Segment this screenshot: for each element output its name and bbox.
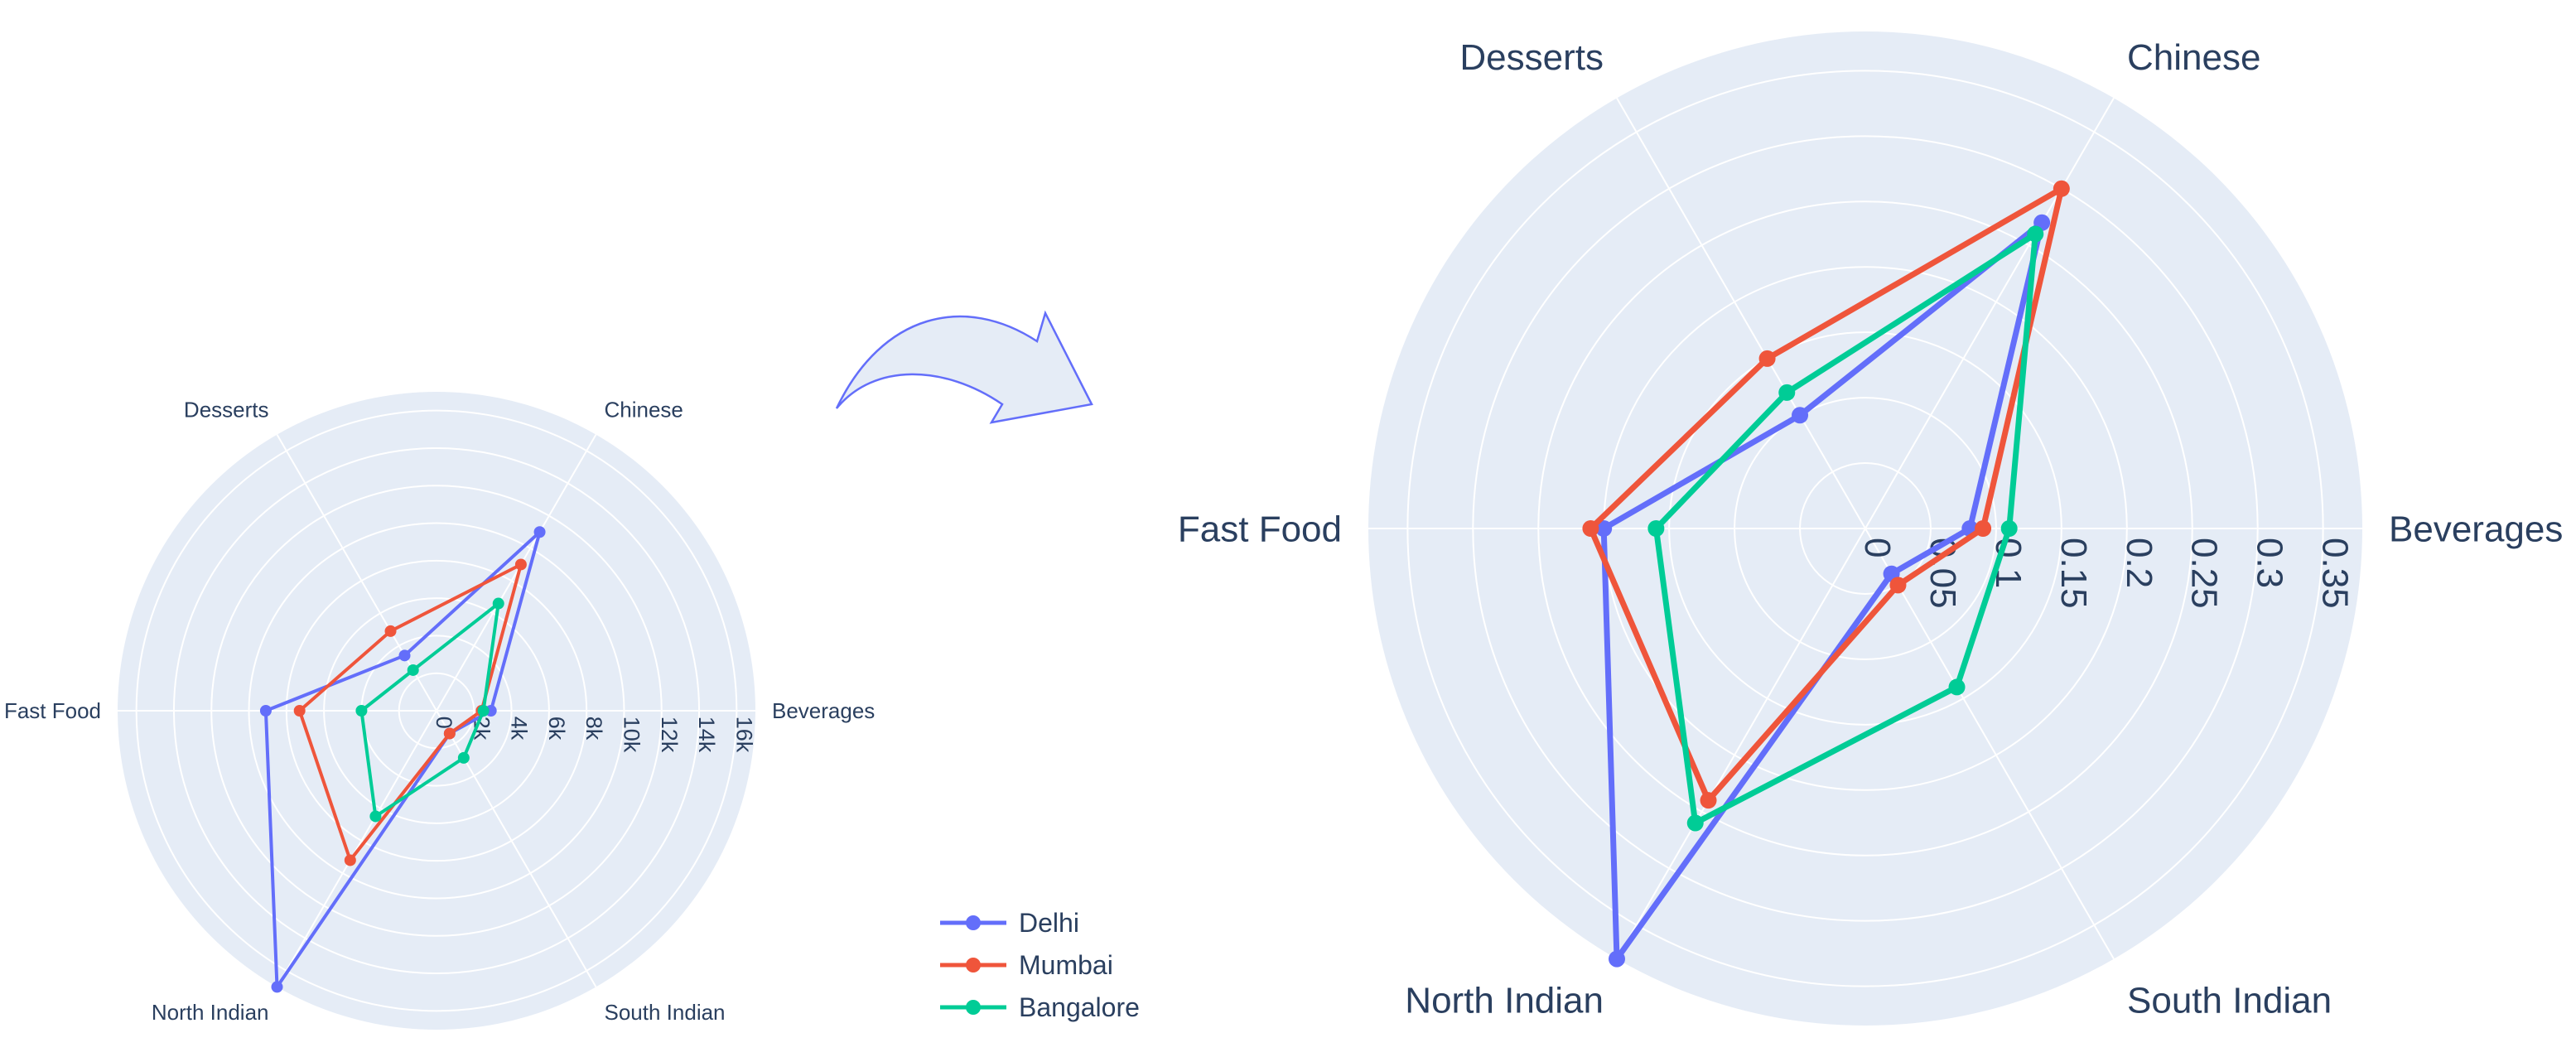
radial-tick-label: 6k: [544, 717, 569, 741]
data-point-bangalore-desserts: [1778, 384, 1796, 401]
data-point-mumbai-chinese: [514, 558, 527, 571]
data-point-bangalore-south-indian: [1948, 678, 1966, 696]
data-point-mumbai-fast-food: [293, 705, 306, 717]
category-label-fast-food: Fast Food: [1178, 509, 1342, 549]
legend-label-bangalore: Bangalore: [1019, 992, 1140, 1022]
angular-gridline: [276, 434, 437, 712]
data-point-delhi-fast-food: [259, 705, 272, 717]
angular-gridline: [1616, 528, 1866, 960]
radial-tick-label: 14k: [694, 717, 719, 753]
data-point-delhi-north-indian: [1609, 950, 1625, 968]
legend-label-mumbai: Mumbai: [1019, 950, 1113, 980]
angular-gridline: [276, 710, 437, 987]
data-point-delhi-desserts: [398, 649, 411, 662]
category-label-north-indian: North Indian: [1405, 981, 1604, 1021]
data-point-bangalore-fast-food: [355, 705, 368, 717]
radar-chart-counts: Beverages Chinese Desserts Fast Food North I…: [4, 392, 875, 1030]
data-point-bangalore-north-indian: [369, 810, 382, 823]
angular-gridline: [436, 434, 597, 712]
legend-marker-bangalore: [966, 1000, 981, 1015]
category-label-beverages: Beverages: [2389, 509, 2563, 549]
category-label-beverages: Beverages: [772, 698, 875, 723]
radar-chart-share: Beverages Chinese Desserts Fast Food North I…: [1178, 31, 2563, 1026]
data-point-delhi-desserts: [1792, 407, 1809, 424]
data-point-bangalore-beverages: [2000, 520, 2018, 537]
angular-gridline: [1864, 97, 2115, 529]
legend-item-delhi: Delhi: [940, 908, 1079, 938]
category-label-desserts: Desserts: [184, 397, 269, 422]
legend-label-delhi: Delhi: [1019, 908, 1079, 938]
legend-item-bangalore: Bangalore: [940, 992, 1140, 1022]
legend-item-mumbai: Mumbai: [940, 950, 1113, 980]
radial-tick-label: 0.3: [2250, 538, 2290, 588]
radial-tick-label: 0.15: [2053, 538, 2094, 609]
radial-tick-label: 8k: [581, 717, 606, 741]
category-label-chinese: Chinese: [605, 397, 683, 422]
radial-tick-label: 16k: [731, 717, 756, 753]
category-label-south-indian: South Indian: [2127, 981, 2332, 1021]
radial-tick-label: 0: [1857, 538, 1898, 557]
angular-gridline: [1616, 97, 1866, 529]
data-point-mumbai-desserts: [384, 625, 397, 637]
data-point-bangalore-chinese: [492, 597, 504, 610]
data-point-bangalore-desserts: [407, 664, 419, 676]
radial-tick-label: 12k: [657, 717, 682, 753]
data-point-mumbai-north-indian: [344, 854, 356, 866]
data-point-mumbai-beverages: [1975, 520, 1992, 537]
radial-tick-label: 0.35: [2315, 538, 2356, 609]
data-point-mumbai-south-indian: [1889, 577, 1907, 594]
category-label-chinese: Chinese: [2127, 37, 2260, 78]
category-label-south-indian: South Indian: [605, 1000, 726, 1025]
legend: Delhi Mumbai Bangalore: [940, 908, 1140, 1022]
category-label-north-indian: North Indian: [152, 1000, 269, 1025]
category-label-fast-food: Fast Food: [4, 698, 101, 723]
radial-tick-label: 0.2: [2119, 538, 2159, 588]
radial-tick-label: 0: [432, 717, 456, 729]
angular-gridline: [1864, 528, 2115, 960]
radial-tick-label: 10k: [619, 717, 644, 753]
data-point-bangalore-chinese: [2027, 225, 2044, 243]
data-point-bangalore-south-indian: [457, 751, 470, 764]
transition-arrow-icon: [835, 310, 1093, 424]
data-point-mumbai-north-indian: [1700, 792, 1717, 809]
category-label-desserts: Desserts: [1459, 37, 1604, 78]
legend-marker-mumbai: [966, 958, 981, 973]
data-point-bangalore-north-indian: [1686, 814, 1704, 832]
data-point-delhi-north-indian: [271, 981, 283, 993]
radial-tick-label: 4k: [507, 717, 532, 741]
data-point-mumbai-desserts: [1758, 350, 1776, 367]
legend-marker-delhi: [966, 915, 981, 930]
data-point-mumbai-chinese: [2053, 180, 2070, 197]
data-point-delhi-chinese: [533, 526, 546, 538]
data-point-mumbai-fast-food: [1582, 520, 1599, 537]
data-point-mumbai-south-indian: [443, 727, 456, 740]
data-point-delhi-fast-food: [1595, 520, 1613, 537]
radial-tick-label: 0.25: [2184, 538, 2225, 609]
data-point-bangalore-beverages: [477, 705, 490, 717]
data-point-bangalore-fast-food: [1647, 520, 1665, 537]
